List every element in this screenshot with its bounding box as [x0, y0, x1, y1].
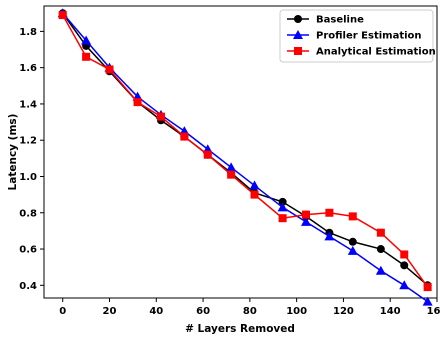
x-axis-label: # Layers Removed — [185, 323, 295, 335]
data-point — [156, 112, 165, 121]
data-point — [422, 296, 433, 306]
data-point — [348, 212, 357, 221]
data-point — [302, 210, 310, 219]
y-axis-label: Latency (ms) — [7, 114, 19, 191]
legend-marker — [294, 15, 302, 23]
data-point — [250, 190, 259, 199]
data-point — [278, 197, 287, 206]
y-tick-label: 0.6 — [19, 245, 37, 256]
data-point — [324, 231, 335, 241]
legend-label: Analytical Estimation — [316, 47, 436, 58]
y-tick-label: 1.6 — [19, 63, 37, 74]
y-tick-label: 1.0 — [19, 172, 37, 183]
data-point — [400, 250, 409, 259]
data-point — [180, 132, 189, 141]
y-tick-label: 1.8 — [19, 27, 37, 38]
data-point — [203, 150, 212, 159]
x-tick-label: 120 — [333, 306, 354, 317]
data-point — [82, 52, 91, 61]
series-line — [62, 12, 429, 303]
data-point — [375, 265, 386, 275]
x-tick-label: 100 — [286, 306, 307, 317]
data-point — [58, 11, 67, 20]
y-tick-label: 0.4 — [19, 281, 37, 292]
legend-marker — [294, 47, 302, 55]
y-tick-label: 1.4 — [19, 99, 37, 110]
data-point — [348, 237, 357, 246]
data-point — [325, 208, 334, 217]
x-tick-label: 140 — [380, 306, 401, 317]
y-tick-label: 0.8 — [19, 208, 37, 219]
x-tick-label: 160 — [427, 306, 441, 317]
data-point — [226, 162, 237, 172]
data-point — [399, 280, 410, 290]
data-point — [301, 216, 311, 226]
legend: Baseline Profiler Estimation Analytical Es… — [279, 9, 436, 63]
data-point — [278, 214, 287, 223]
legend-marker — [293, 30, 303, 39]
data-point — [81, 35, 92, 45]
x-tick-label: 40 — [149, 306, 163, 317]
legend-label: Baseline — [316, 15, 364, 26]
data-point — [249, 180, 260, 190]
data-point — [133, 98, 142, 107]
data-point — [423, 283, 432, 292]
data-point — [376, 245, 385, 254]
data-point — [347, 245, 358, 255]
legend-label: Profiler Estimation — [316, 31, 422, 42]
plot-frame — [43, 5, 438, 299]
axis-ticks: 0 20 40 60 80 100 120 140 160 0.4 0.6 0.8 1.0 1.2 1.4 1… — [19, 27, 441, 317]
series-analytical-estimation — [58, 11, 432, 292]
data-point — [227, 170, 236, 179]
series-layer — [57, 8, 433, 306]
data-point — [376, 228, 385, 237]
legend-frame — [279, 9, 434, 63]
series-line — [62, 14, 429, 288]
x-tick-label: 20 — [103, 306, 117, 317]
data-point — [400, 261, 409, 270]
data-point — [277, 202, 288, 212]
y-tick-label: 1.2 — [19, 136, 37, 147]
x-tick-label: 0 — [59, 306, 66, 317]
data-point — [105, 65, 114, 74]
x-tick-label: 60 — [196, 306, 210, 317]
x-tick-label: 80 — [243, 306, 257, 317]
